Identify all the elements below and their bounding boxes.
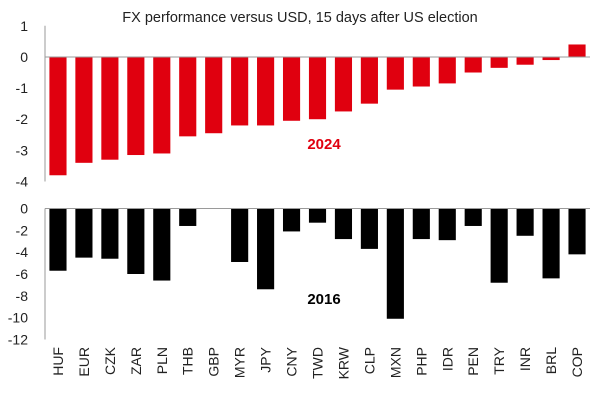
bar-2024-huf xyxy=(49,56,67,176)
bar-2016-jpy xyxy=(257,208,275,290)
bar-2024-zar xyxy=(127,56,145,156)
y-tick-label-2024: -3 xyxy=(16,142,29,158)
bar-2016-brl xyxy=(542,208,560,279)
bar-2024-try xyxy=(490,56,508,68)
bar-2024-jpy xyxy=(257,56,275,126)
bar-2016-mxn xyxy=(386,208,404,319)
category-label-brl: BRL xyxy=(543,347,559,374)
bar-2016-pen xyxy=(464,208,482,226)
y-tick-label-2016: -10 xyxy=(8,310,28,326)
bar-2024-gbp xyxy=(205,56,223,134)
bar-2024-myr xyxy=(231,56,249,126)
panel-2016: 0 -2 -4 -6 -8 -10 -12 xyxy=(8,201,590,348)
y-tick-label-2024: 0 xyxy=(20,49,28,65)
bar-2024-cop xyxy=(568,44,586,57)
y-tick-label-2024: -4 xyxy=(16,174,29,190)
bar-2024-idr xyxy=(438,56,456,84)
category-label-gbp: GBP xyxy=(206,347,222,377)
bar-2024-thb xyxy=(179,56,197,137)
y-tick-label-2016: -12 xyxy=(8,332,28,348)
category-label-krw: KRW xyxy=(335,346,351,379)
category-label-thb: THB xyxy=(180,347,196,375)
y-tick-label-2024: -2 xyxy=(16,111,29,127)
category-label-php: PHP xyxy=(413,347,429,376)
category-label-twd: TWD xyxy=(310,347,326,379)
category-label-try: TRY xyxy=(491,346,507,374)
bar-2016-try xyxy=(490,208,508,283)
bar-2024-pln xyxy=(153,56,171,154)
bar-2024-php xyxy=(412,56,430,87)
bar-2016-cny xyxy=(282,208,301,232)
category-label-pln: PLN xyxy=(154,347,170,374)
category-label-cny: CNY xyxy=(284,346,300,376)
bar-2016-zar xyxy=(127,208,145,274)
y-tick-label-2016: -6 xyxy=(16,266,29,282)
category-label-clp: CLP xyxy=(361,347,377,374)
category-label-idr: IDR xyxy=(439,347,455,371)
category-label-pen: PEN xyxy=(465,347,481,376)
chart-title: FX performance versus USD, 15 days after… xyxy=(122,10,477,26)
category-label-myr: MYR xyxy=(232,347,248,378)
bar-2016-inr xyxy=(516,208,534,236)
bar-2016-eur xyxy=(75,208,93,258)
bar-2016-huf xyxy=(49,208,67,271)
y-tick-label-2016: 0 xyxy=(20,201,28,217)
y-tick-label-2024: -1 xyxy=(16,80,29,96)
bar-2016-pln xyxy=(153,208,171,281)
bar-2016-twd xyxy=(308,208,327,223)
y-tick-label-2016: -2 xyxy=(16,222,29,238)
bar-2024-cny xyxy=(282,56,301,121)
bar-2024-czk xyxy=(101,56,119,160)
panel-2024: 1 0 -1 -2 -3 -4 xyxy=(16,18,590,190)
category-label-eur: EUR xyxy=(76,347,92,377)
bar-2024-krw xyxy=(334,56,353,112)
bar-2016-php xyxy=(412,208,430,240)
bar-2024-inr xyxy=(516,56,534,65)
bar-2024-eur xyxy=(75,56,93,163)
bar-2016-czk xyxy=(101,208,119,259)
y-tick-label-2016: -8 xyxy=(16,288,29,304)
bar-2016-thb xyxy=(179,208,197,226)
category-label-mxn: MXN xyxy=(387,347,403,378)
bar-2016-myr xyxy=(231,208,249,262)
panel-label-2024: 2024 xyxy=(307,136,341,153)
category-label-cop: COP xyxy=(569,347,585,377)
category-label-czk: CZK xyxy=(102,346,118,375)
bar-2016-krw xyxy=(334,208,353,240)
category-label-huf: HUF xyxy=(50,347,66,376)
category-label-jpy: JPY xyxy=(258,346,274,372)
category-label-inr: INR xyxy=(517,347,533,371)
bar-2024-twd xyxy=(308,56,327,120)
bar-2024-pen xyxy=(464,56,482,73)
category-label-zar: ZAR xyxy=(128,347,144,375)
bar-2024-mxn xyxy=(386,56,404,90)
y-tick-label-2016: -4 xyxy=(16,244,29,260)
bar-2016-clp xyxy=(360,208,378,249)
y-tick-label-2024: 1 xyxy=(20,18,28,34)
panel-label-2016: 2016 xyxy=(307,291,340,308)
bar-2024-brl xyxy=(542,56,560,61)
category-axis-labels: HUF EUR CZK ZAR PLN THB GBP MYR JPY CNY TWD KRW CLP M… xyxy=(50,346,585,379)
bar-2016-cop xyxy=(568,208,586,255)
bar-2024-clp xyxy=(360,56,378,104)
bar-2016-idr xyxy=(438,208,456,241)
